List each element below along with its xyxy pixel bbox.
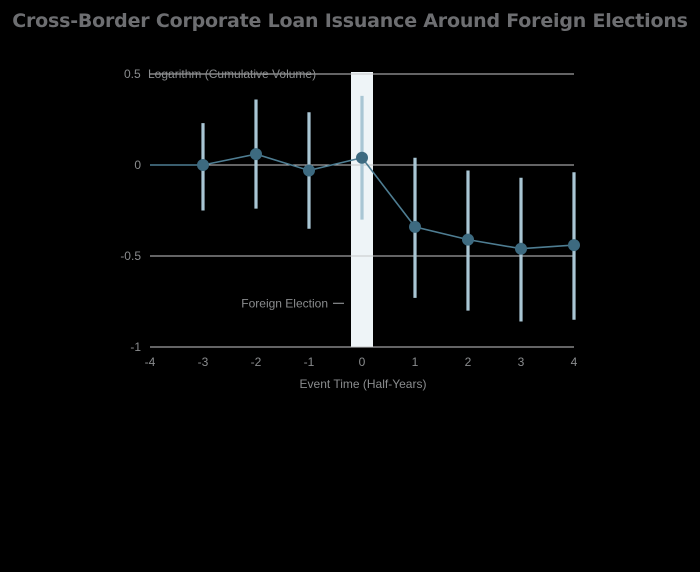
x-tick-label: 4: [571, 355, 578, 369]
x-tick-label: 1: [412, 355, 419, 369]
x-tick-label: 3: [518, 355, 525, 369]
x-tick-label: -4: [145, 355, 156, 369]
data-point: [356, 151, 368, 164]
data-point: [303, 164, 315, 177]
data-point: [197, 159, 209, 171]
data-point: [409, 220, 421, 233]
y-tick-label: -1: [130, 340, 141, 354]
data-point: [568, 239, 580, 252]
data-point: [515, 242, 527, 255]
x-tick-label: -2: [251, 355, 262, 369]
y-tick-label: -0.5: [120, 249, 141, 263]
chart-title: Cross-Border Corporate Loan Issuance Aro…: [12, 10, 688, 32]
election-label: Foreign Election: [241, 296, 328, 310]
x-tick-label: 2: [465, 355, 472, 369]
y-tick-label: 0: [134, 158, 141, 172]
x-tick-label: -3: [198, 355, 209, 369]
x-tick-label: -1: [304, 355, 315, 369]
data-point: [250, 148, 262, 161]
x-axis-label: Event Time (Half-Years): [300, 377, 427, 391]
x-tick-label: 0: [359, 355, 366, 369]
data-point: [462, 233, 474, 246]
y-tick-label: 0.5: [124, 67, 141, 81]
y-axis-label: Logarithm (Cumulative Volume): [148, 67, 316, 81]
